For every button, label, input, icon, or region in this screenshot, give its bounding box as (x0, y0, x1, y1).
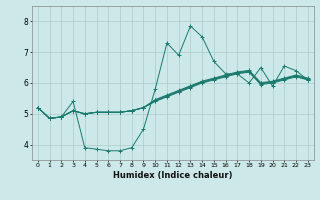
X-axis label: Humidex (Indice chaleur): Humidex (Indice chaleur) (113, 171, 233, 180)
